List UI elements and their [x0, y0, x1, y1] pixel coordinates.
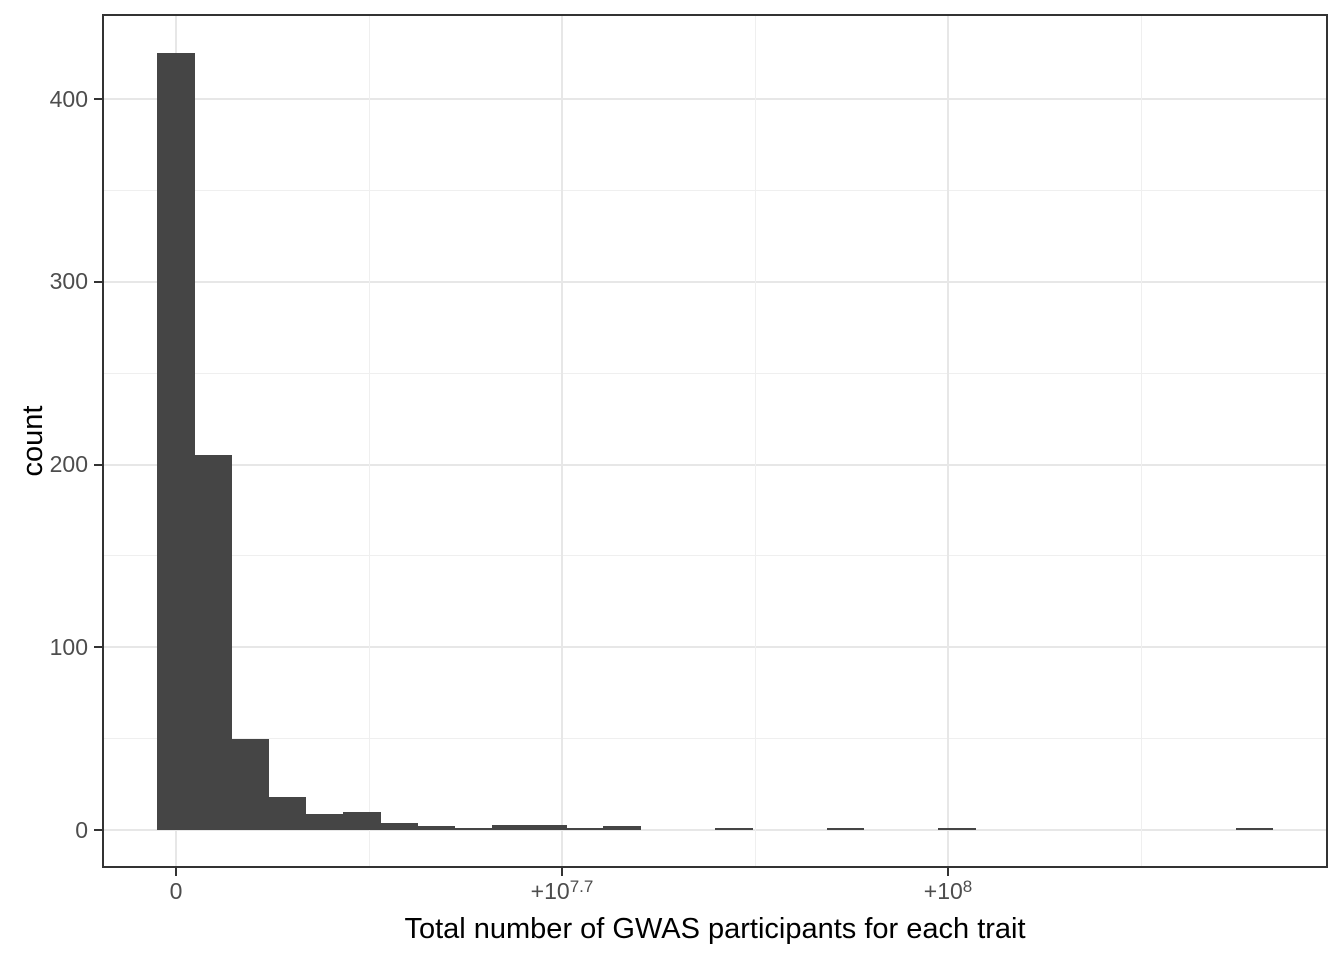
gridline-x-major — [947, 14, 949, 868]
histogram-bar — [380, 822, 418, 830]
x-axis-title: Total number of GWAS participants for ea… — [404, 913, 1026, 945]
gridline-y-major — [102, 463, 1328, 466]
histogram-bar — [715, 828, 753, 830]
x-tick-label: +107.7 — [530, 877, 594, 904]
histogram-bar — [826, 828, 865, 830]
y-tick-label: 300 — [49, 268, 88, 295]
y-tick-label: 200 — [49, 451, 88, 477]
histogram-bar — [157, 53, 195, 830]
gridline-x-major — [561, 14, 563, 868]
histogram-bar — [938, 828, 976, 830]
y-axis-tick — [94, 280, 102, 283]
y-tick-label: 400 — [49, 85, 88, 112]
y-axis-tick — [94, 646, 102, 649]
gridline-y-major — [102, 280, 1328, 283]
y-axis-tick — [94, 463, 102, 466]
histogram-bar — [491, 824, 530, 830]
x-axis-tick — [175, 868, 177, 876]
gridline-y-minor — [102, 372, 1328, 374]
histogram-bar — [417, 826, 455, 830]
gridline-x-minor — [368, 14, 370, 868]
x-tick-label: 0 — [169, 878, 183, 904]
histogram-bar — [603, 826, 641, 830]
x-tick-label: +108 — [923, 877, 973, 904]
y-axis-tick — [94, 829, 102, 831]
y-tick-label: 100 — [49, 633, 88, 660]
histogram-bar — [194, 455, 232, 830]
x-tick-exponent: 8 — [962, 877, 973, 896]
histogram-bar — [454, 828, 493, 830]
gridline-y-major — [102, 98, 1328, 100]
gridline-y-major — [102, 646, 1328, 649]
histogram-bar — [1235, 828, 1274, 830]
x-axis-tick — [947, 868, 949, 876]
x-tick-exponent: 7.7 — [569, 877, 594, 896]
y-axis-tick — [94, 98, 102, 100]
gridline-y-minor — [102, 189, 1328, 191]
histogram-bar — [529, 824, 567, 830]
gridline-x-minor — [1140, 14, 1142, 868]
histogram-bar — [566, 828, 604, 830]
y-tick-label: 0 — [75, 816, 88, 843]
plot-panel — [102, 14, 1328, 868]
gridline-y-minor — [102, 555, 1328, 557]
histogram-bar — [305, 813, 344, 830]
gridline-y-minor — [102, 738, 1328, 740]
x-axis-tick — [561, 868, 563, 876]
histogram-bar — [268, 797, 307, 830]
gridline-y-major — [102, 829, 1328, 831]
histogram-bar — [343, 811, 381, 830]
gridline-x-minor — [754, 14, 756, 868]
histogram-bar — [231, 738, 269, 830]
